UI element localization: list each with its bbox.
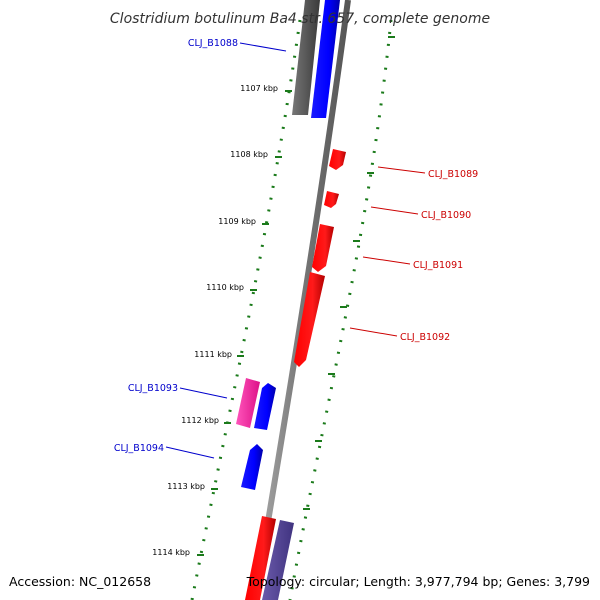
connector-clj-b1088 bbox=[239, 42, 287, 52]
connector-clj-b1090 bbox=[370, 206, 419, 215]
gene-labels: CLJ_B1088 CLJ_B1093 CLJ_B1094 CLJ_B1089 … bbox=[114, 38, 478, 454]
gene-clj-b1090[interactable] bbox=[324, 191, 339, 208]
genome-summary-text: Topology: circular; Length: 3,977,794 bp… bbox=[246, 574, 590, 589]
kbp-label: 1109 kbp bbox=[218, 217, 256, 226]
gene-clj-b1092[interactable] bbox=[294, 272, 325, 367]
connector-clj-b1089 bbox=[377, 166, 426, 174]
scale-labels: 1107 kbp 1108 kbp 1109 kbp 1110 kbp 1111… bbox=[152, 84, 278, 557]
gene-clj-b1089[interactable] bbox=[329, 149, 346, 170]
label-connectors bbox=[165, 42, 426, 459]
gene-label-clj-b1090[interactable]: CLJ_B1090 bbox=[421, 210, 471, 221]
gene-label-clj-b1091[interactable]: CLJ_B1091 bbox=[413, 260, 463, 271]
connector-clj-b1092 bbox=[349, 327, 398, 337]
gene-label-clj-b1093[interactable]: CLJ_B1093 bbox=[128, 383, 178, 394]
accession-text: Accession: NC_012658 bbox=[9, 574, 151, 589]
map-title: Clostridium botulinum Ba4 str. 657, comp… bbox=[110, 11, 490, 27]
reverse-strand-genes bbox=[236, 0, 340, 600]
gene-red-lower[interactable] bbox=[245, 516, 276, 600]
kbp-label: 1111 kbp bbox=[194, 350, 232, 359]
gene-clj-b1088[interactable] bbox=[311, 0, 340, 118]
inner-tick-arc bbox=[190, 19, 302, 600]
gene-clj-b1094[interactable] bbox=[241, 444, 263, 490]
kbp-label: 1107 kbp bbox=[240, 84, 278, 93]
gene-clj-b1093-pink[interactable] bbox=[236, 378, 260, 428]
gene-label-clj-b1089[interactable]: CLJ_B1089 bbox=[428, 169, 478, 180]
kbp-label: 1114 kbp bbox=[152, 548, 190, 557]
gene-purple[interactable] bbox=[262, 520, 294, 600]
kbp-label: 1112 kbp bbox=[181, 416, 219, 425]
kbp-label: 1108 kbp bbox=[230, 150, 268, 159]
connector-clj-b1093 bbox=[179, 387, 228, 399]
gene-clj-b1093[interactable] bbox=[254, 383, 276, 430]
gene-clj-b1088-grey[interactable] bbox=[292, 0, 320, 115]
gene-label-clj-b1088[interactable]: CLJ_B1088 bbox=[188, 38, 238, 49]
connector-clj-b1091 bbox=[362, 256, 411, 265]
kbp-label: 1110 kbp bbox=[206, 283, 244, 292]
gene-label-clj-b1094[interactable]: CLJ_B1094 bbox=[114, 443, 164, 454]
gene-label-clj-b1092[interactable]: CLJ_B1092 bbox=[400, 332, 450, 343]
tick-marks bbox=[190, 19, 395, 600]
gene-clj-b1091[interactable] bbox=[312, 224, 334, 272]
forward-strand-genes bbox=[245, 149, 346, 600]
connector-clj-b1094 bbox=[165, 446, 215, 459]
kbp-label: 1113 kbp bbox=[167, 482, 205, 491]
